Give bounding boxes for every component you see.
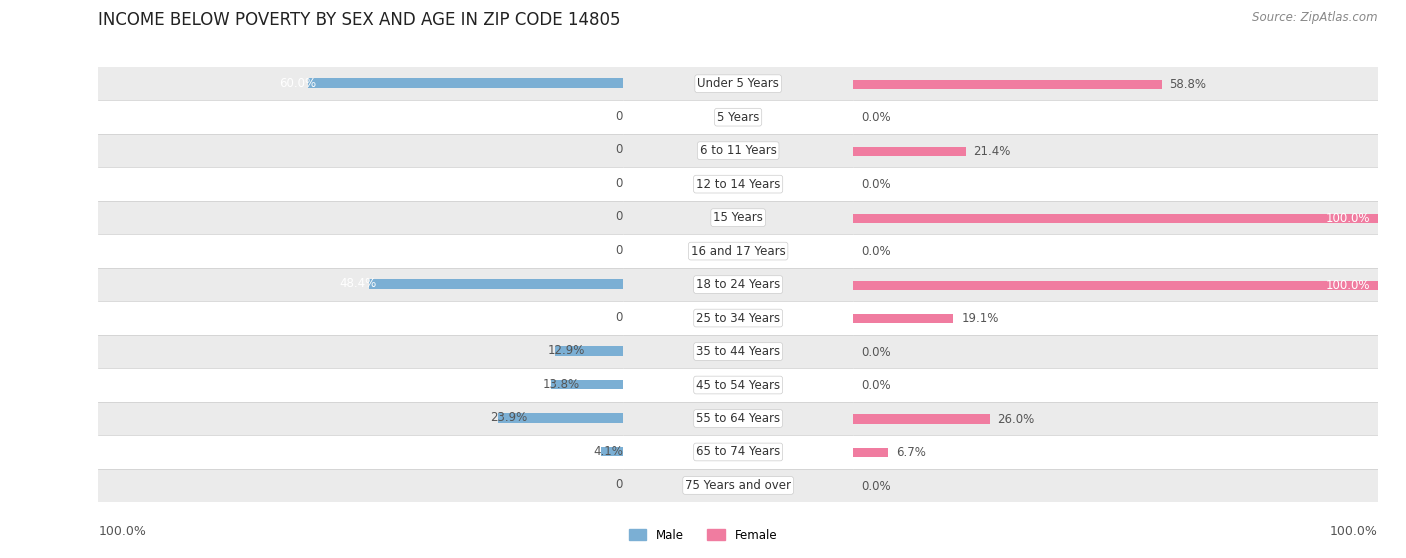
Bar: [623, 469, 853, 502]
Text: 60.0%: 60.0%: [278, 76, 316, 89]
Text: 100.0%: 100.0%: [1326, 212, 1369, 225]
Text: 12 to 14 Years: 12 to 14 Years: [696, 177, 780, 191]
Text: 4.1%: 4.1%: [593, 445, 623, 458]
Bar: [551, 379, 623, 389]
Text: Source: ZipAtlas.com: Source: ZipAtlas.com: [1253, 11, 1378, 24]
Bar: [623, 167, 853, 201]
Text: 21.4%: 21.4%: [973, 145, 1011, 158]
Bar: [98, 435, 623, 469]
Text: 45 to 54 Years: 45 to 54 Years: [696, 378, 780, 392]
Text: 0.0%: 0.0%: [616, 244, 645, 257]
Text: 19.1%: 19.1%: [962, 312, 998, 325]
Text: 0.0%: 0.0%: [860, 379, 891, 392]
Text: 48.4%: 48.4%: [340, 277, 377, 290]
Bar: [98, 469, 623, 502]
Text: 16 and 17 Years: 16 and 17 Years: [690, 244, 786, 258]
Text: 100.0%: 100.0%: [98, 525, 146, 537]
Bar: [308, 78, 623, 88]
Bar: [853, 281, 1378, 290]
Bar: [623, 301, 853, 335]
Bar: [98, 201, 623, 234]
Bar: [853, 448, 889, 458]
Text: 0.0%: 0.0%: [616, 177, 645, 190]
Bar: [623, 67, 853, 100]
Text: 0.0%: 0.0%: [616, 110, 645, 123]
Text: 55 to 64 Years: 55 to 64 Years: [696, 412, 780, 425]
Text: 5 Years: 5 Years: [717, 110, 759, 124]
Text: 26.0%: 26.0%: [998, 413, 1035, 426]
Text: 0.0%: 0.0%: [860, 346, 891, 359]
Bar: [98, 167, 623, 201]
Bar: [498, 413, 623, 422]
Text: 0.0%: 0.0%: [616, 210, 645, 223]
Text: 0.0%: 0.0%: [860, 480, 891, 493]
Bar: [853, 314, 953, 324]
Bar: [623, 335, 853, 368]
Text: 75 Years and over: 75 Years and over: [685, 479, 792, 492]
Text: 100.0%: 100.0%: [1330, 525, 1378, 537]
Bar: [853, 402, 1378, 435]
Bar: [623, 435, 853, 469]
Bar: [98, 335, 623, 368]
Text: 65 to 74 Years: 65 to 74 Years: [696, 445, 780, 459]
Text: 6.7%: 6.7%: [896, 446, 927, 459]
Bar: [602, 446, 623, 456]
Bar: [853, 469, 1378, 502]
Bar: [853, 335, 1378, 368]
Bar: [370, 279, 623, 288]
Text: 0.0%: 0.0%: [616, 311, 645, 324]
Bar: [853, 134, 1378, 167]
Bar: [853, 214, 1378, 223]
Bar: [98, 301, 623, 335]
Bar: [853, 167, 1378, 201]
Text: 0.0%: 0.0%: [616, 478, 645, 491]
Bar: [98, 134, 623, 167]
Text: 12.9%: 12.9%: [547, 344, 585, 357]
Text: 35 to 44 Years: 35 to 44 Years: [696, 345, 780, 358]
Text: 18 to 24 Years: 18 to 24 Years: [696, 278, 780, 291]
Bar: [98, 368, 623, 402]
Bar: [853, 301, 1378, 335]
Bar: [555, 346, 623, 355]
Text: 6 to 11 Years: 6 to 11 Years: [700, 144, 776, 157]
Bar: [853, 435, 1378, 469]
Bar: [623, 402, 853, 435]
Bar: [623, 134, 853, 167]
Text: 0.0%: 0.0%: [616, 143, 645, 156]
Bar: [623, 368, 853, 402]
Bar: [98, 402, 623, 435]
Legend: Male, Female: Male, Female: [624, 524, 782, 546]
Bar: [623, 100, 853, 134]
Text: 25 to 34 Years: 25 to 34 Years: [696, 311, 780, 325]
Bar: [98, 67, 623, 100]
Text: 15 Years: 15 Years: [713, 211, 763, 224]
Bar: [853, 67, 1378, 100]
Text: 100.0%: 100.0%: [1326, 279, 1369, 292]
Bar: [98, 268, 623, 301]
Bar: [853, 100, 1378, 134]
Bar: [623, 201, 853, 234]
Bar: [623, 268, 853, 301]
Text: 58.8%: 58.8%: [1170, 78, 1206, 91]
Text: INCOME BELOW POVERTY BY SEX AND AGE IN ZIP CODE 14805: INCOME BELOW POVERTY BY SEX AND AGE IN Z…: [98, 11, 621, 29]
Bar: [853, 368, 1378, 402]
Bar: [853, 201, 1378, 234]
Text: 0.0%: 0.0%: [860, 179, 891, 191]
Bar: [623, 234, 853, 268]
Bar: [98, 100, 623, 134]
Bar: [853, 268, 1378, 301]
Bar: [853, 147, 966, 156]
Text: 13.8%: 13.8%: [543, 378, 579, 391]
Bar: [853, 234, 1378, 268]
Text: 0.0%: 0.0%: [860, 112, 891, 124]
Bar: [853, 80, 1161, 89]
Bar: [853, 415, 990, 424]
Text: 23.9%: 23.9%: [489, 411, 527, 424]
Text: Under 5 Years: Under 5 Years: [697, 77, 779, 90]
Text: 0.0%: 0.0%: [860, 246, 891, 258]
Bar: [98, 234, 623, 268]
